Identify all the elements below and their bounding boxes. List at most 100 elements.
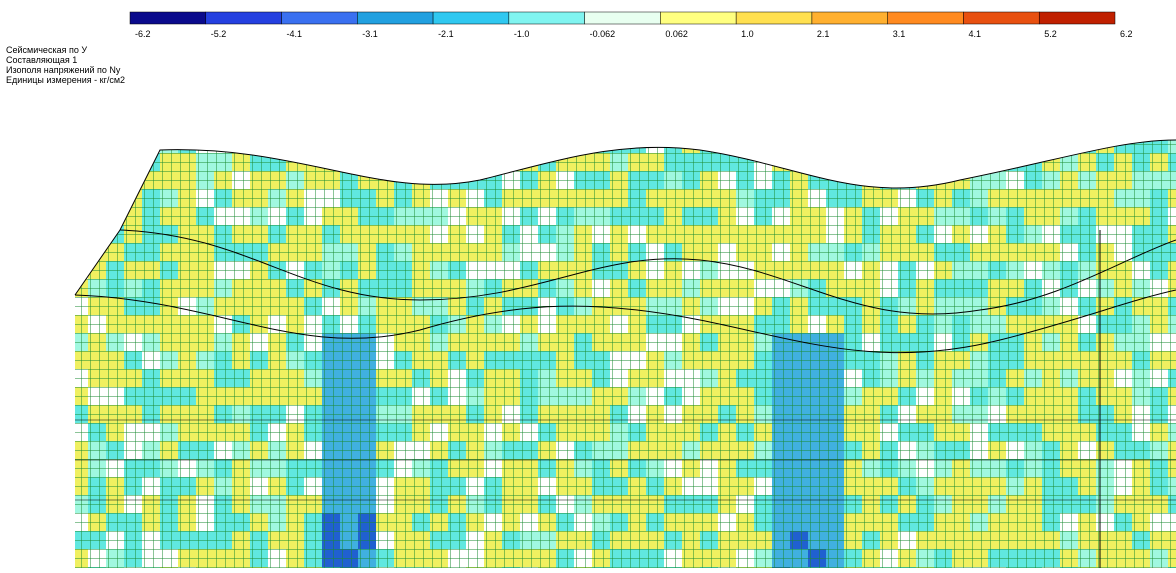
mesh-patch	[916, 135, 934, 153]
mesh-patch	[880, 171, 898, 189]
mesh-patch	[484, 135, 502, 153]
mesh-patch	[502, 153, 520, 171]
info-line: Составляющая 1	[6, 55, 77, 65]
mesh-patch	[412, 135, 430, 153]
mesh-patch	[808, 135, 826, 153]
mesh-patch	[70, 171, 88, 189]
mesh-patch	[538, 135, 556, 153]
mesh-patch	[124, 135, 142, 153]
mesh-patch	[106, 207, 124, 225]
mesh-patch	[754, 135, 772, 153]
legend-label: -3.1	[362, 29, 378, 39]
legend-label: -4.1	[287, 29, 303, 39]
mesh-patch	[898, 153, 916, 171]
mesh-patch	[970, 153, 988, 171]
legend-swatch	[585, 12, 661, 24]
mesh-patch	[772, 135, 790, 153]
mesh-patch	[1006, 135, 1024, 153]
legend-label: 6.2	[1120, 29, 1133, 39]
mesh-patch	[88, 207, 106, 225]
legend-swatch	[812, 12, 888, 24]
legend-swatch	[282, 12, 358, 24]
mesh-patch	[232, 135, 250, 153]
mesh-patch	[412, 153, 430, 171]
mesh-patch	[106, 153, 124, 171]
mesh-patch	[70, 261, 88, 279]
legend-label: -0.062	[590, 29, 616, 39]
mesh-patch	[358, 153, 376, 171]
legend-swatch	[1039, 12, 1115, 24]
mesh-patch	[916, 153, 934, 171]
mesh-patch	[106, 135, 124, 153]
legend-label: 1.0	[741, 29, 754, 39]
legend-swatch	[660, 12, 736, 24]
mesh-patch	[574, 135, 592, 153]
mesh-patch	[214, 135, 232, 153]
info-line: Единицы измерения - кг/см2	[6, 75, 125, 85]
mesh-patch	[484, 153, 502, 171]
mesh-patch	[718, 135, 736, 153]
mesh-patch	[376, 135, 394, 153]
legend-swatch	[357, 12, 433, 24]
info-line: Изополя напряжений по Ny	[6, 65, 121, 75]
legend-swatch	[433, 12, 509, 24]
mesh-patch	[70, 135, 88, 153]
mesh-patch	[268, 135, 286, 153]
legend-swatch	[206, 12, 282, 24]
mesh-patch	[376, 153, 394, 171]
mesh-patch	[736, 135, 754, 153]
mesh-patch	[430, 153, 448, 171]
mesh-patch	[304, 135, 322, 153]
legend-swatch	[130, 12, 206, 24]
mesh-patch	[898, 135, 916, 153]
mesh-patch	[70, 189, 88, 207]
mesh-patch	[844, 135, 862, 153]
mesh-patch	[250, 135, 268, 153]
mesh-patch	[934, 135, 952, 153]
stress-mesh	[70, 130, 1176, 568]
mesh-patch	[790, 135, 808, 153]
mesh-patch	[88, 225, 106, 243]
mesh-patch	[934, 153, 952, 171]
mesh-patch	[880, 135, 898, 153]
legend-label: 2.1	[817, 29, 830, 39]
mesh-patch	[466, 153, 484, 171]
mesh-patch	[88, 189, 106, 207]
mesh-patch	[430, 135, 448, 153]
mesh-patch	[880, 153, 898, 171]
mesh-patch	[124, 153, 142, 171]
mesh-patch	[988, 135, 1006, 153]
info-line: Сейсмическая по У	[6, 45, 87, 55]
mesh-patch	[322, 135, 340, 153]
legend-label: -5.2	[211, 29, 227, 39]
legend-label: -1.0	[514, 29, 530, 39]
mesh-patch	[70, 243, 88, 261]
mesh-patch	[808, 153, 826, 171]
mesh-patch	[970, 135, 988, 153]
mesh-patch	[70, 207, 88, 225]
legend-swatch	[736, 12, 812, 24]
mesh-patch	[952, 135, 970, 153]
mesh-patch	[142, 135, 160, 153]
mesh-grid	[70, 130, 1176, 568]
mesh-patch	[592, 135, 610, 153]
mesh-patch	[286, 135, 304, 153]
mesh-patch	[862, 135, 880, 153]
mesh-patch	[1042, 135, 1060, 153]
mesh-patch	[70, 153, 88, 171]
mesh-patch	[556, 135, 574, 153]
mesh-patch	[952, 153, 970, 171]
legend-label: -6.2	[135, 29, 151, 39]
mesh-patch	[88, 171, 106, 189]
legend-swatch	[509, 12, 585, 24]
legend-swatch	[963, 12, 1039, 24]
mesh-patch	[88, 135, 106, 153]
mesh-patch	[394, 135, 412, 153]
mesh-patch	[502, 135, 520, 153]
mesh-patch	[826, 135, 844, 153]
mesh-patch	[394, 153, 412, 171]
mesh-patch	[88, 153, 106, 171]
mesh-patch	[520, 135, 538, 153]
